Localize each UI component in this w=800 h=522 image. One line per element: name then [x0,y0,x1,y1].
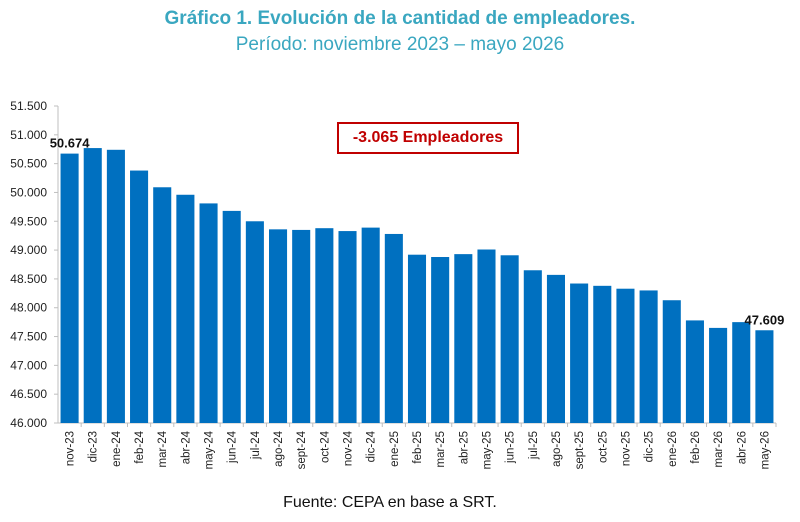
y-tick-label: 47.000 [10,358,47,372]
x-tick-label: oct-24 [319,430,331,463]
bar [454,254,473,423]
bar [315,228,334,423]
bar [245,221,264,423]
y-tick-label: 46.500 [10,387,47,401]
y-tick-label: 51.000 [10,128,47,142]
x-tick-label: oct-25 [597,431,609,463]
x-tick-label: nov-24 [343,430,355,466]
bar [60,153,79,423]
bar [639,290,658,423]
bar [500,255,519,423]
x-tick-label: ene-24 [111,430,123,466]
bar [732,322,751,423]
x-tick-label: mar-25 [435,431,447,467]
x-tick-label: jun-24 [227,430,239,464]
x-tick-label: abr-26 [736,431,748,464]
bar [222,210,241,423]
x-tick-label: ene-26 [667,431,679,467]
x-tick-label: mar-24 [157,430,169,467]
y-tick-label: 50.000 [10,185,47,199]
bar [546,274,566,423]
bar [199,203,218,423]
data-label: 50.674 [50,136,91,151]
change-annotation: -3.065 Empleadores [337,122,519,154]
bar [755,330,774,423]
bar [176,194,195,423]
x-tick-label: dic-23 [88,431,100,462]
y-tick-label: 48.500 [10,272,47,286]
chart-title: Gráfico 1. Evolución de la cantidad de e… [164,8,636,29]
bar [709,327,728,423]
x-tick-label: nov-23 [65,431,77,466]
x-tick-label: sept-24 [296,430,308,469]
data-label: 47.609 [745,312,785,327]
bar [616,288,635,423]
x-tick-label: ago-25 [551,431,563,467]
x-tick-label: may-24 [204,430,216,469]
x-tick-label: jul-24 [250,430,262,460]
chart-subtitle: Período: noviembre 2023 – mayo 2026 [235,34,565,55]
bar [153,187,172,423]
bar [338,231,357,423]
bar [361,227,380,423]
bar [431,257,450,423]
x-tick-label: dic-25 [644,431,656,462]
x-tick-label: feb-25 [412,431,424,464]
y-tick-label: 47.500 [10,330,47,344]
x-tick-label: dic-24 [366,430,378,462]
x-tick-label: ago-24 [273,430,285,466]
bar [384,233,403,423]
bar [106,149,125,423]
y-tick-label: 46.000 [10,416,47,430]
x-tick-label: feb-26 [690,431,702,464]
x-tick-label: mar-26 [713,431,725,467]
x-tick-label: jul-25 [528,431,540,460]
source-note: Fuente: CEPA en base a SRT. [283,494,497,511]
x-tick-label: nov-25 [620,431,632,466]
x-tick-label: may-25 [481,431,493,469]
y-tick-label: 50.500 [10,157,47,171]
bar [523,270,542,423]
bar [685,320,704,423]
bar [83,148,102,424]
bar [570,283,589,423]
bar [407,254,427,423]
x-tick-label: feb-24 [134,430,146,463]
x-tick-label: abr-25 [458,431,470,464]
y-tick-label: 49.000 [10,243,47,257]
bar [662,300,681,423]
x-tick-label: abr-24 [180,430,192,464]
x-tick-label: sept-25 [574,431,586,469]
x-tick-label: may-26 [759,431,771,469]
y-tick-label: 49.500 [10,214,47,228]
x-tick-label: ene-25 [389,431,401,467]
bar [292,229,311,423]
bar [130,170,149,423]
y-tick-label: 48.000 [10,301,47,315]
bar [268,229,288,423]
bar [477,249,496,423]
y-tick-label: 51.500 [10,99,47,113]
bar [593,285,612,423]
x-tick-label: jun-25 [505,431,517,464]
